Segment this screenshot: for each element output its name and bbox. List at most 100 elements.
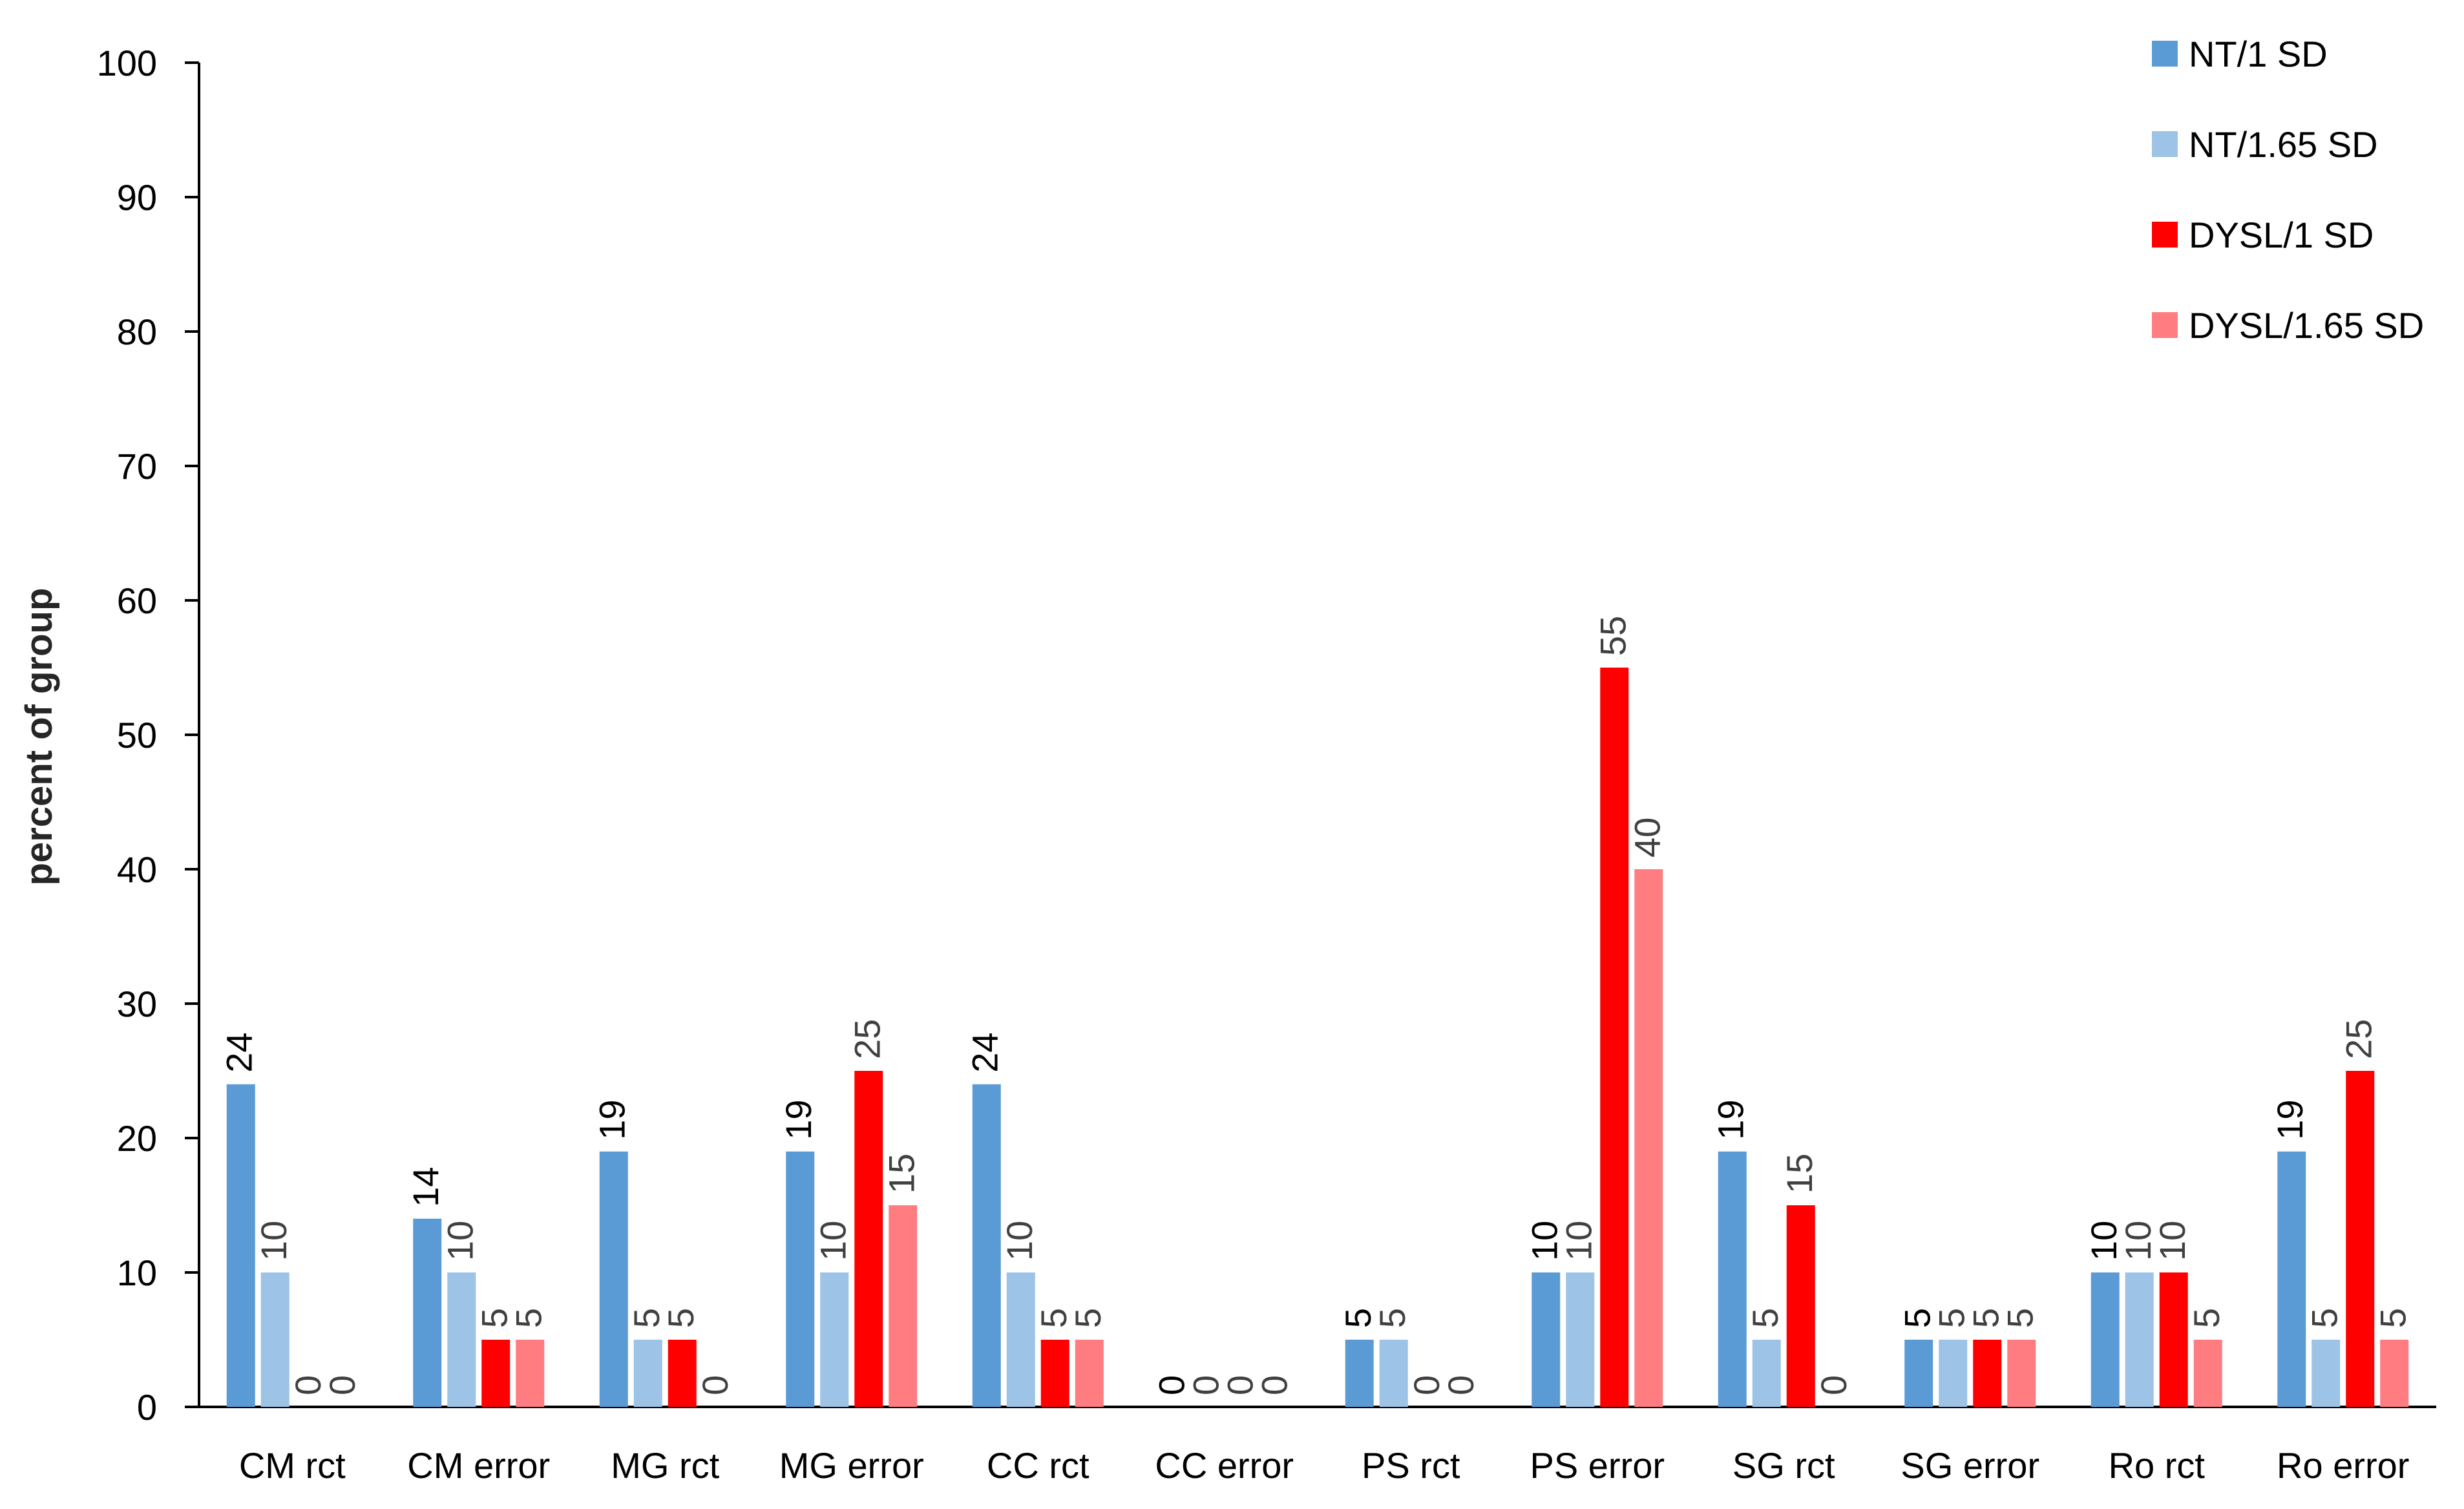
- x-tick-label: Ro error: [2277, 1445, 2409, 1486]
- x-tick-label: CC error: [1155, 1445, 1294, 1486]
- data-label: 10: [2083, 1221, 2124, 1261]
- x-tick-label: MG error: [779, 1445, 924, 1486]
- data-labels: 2410001410551955019102515241055000055001…: [219, 616, 2414, 1395]
- y-tick-label: 10: [117, 1252, 157, 1293]
- bar: [1718, 1151, 1747, 1407]
- bar: [1973, 1340, 2002, 1407]
- bar: [1006, 1272, 1035, 1407]
- legend: NT/1 SD NT/1.65 SD DYSL/1 SD DYSL/1.65 SD: [2152, 34, 2424, 346]
- data-label: 15: [1779, 1154, 1820, 1194]
- bar: [668, 1340, 697, 1407]
- bar: [1786, 1205, 1815, 1407]
- data-label: 40: [1627, 818, 1667, 858]
- y-tick-label: 60: [117, 580, 157, 621]
- bar: [1532, 1272, 1561, 1407]
- data-label: 15: [881, 1154, 921, 1194]
- legend-label: DYSL/1 SD: [2189, 215, 2374, 255]
- y-tick-label: 0: [137, 1387, 157, 1428]
- x-tick-label: Ro rct: [2109, 1445, 2206, 1486]
- x-tick-label: SG error: [1901, 1445, 2039, 1486]
- y-tick-label: 70: [117, 446, 157, 487]
- y-tick-label: 100: [97, 43, 157, 83]
- bar: [2311, 1340, 2341, 1407]
- data-label: 5: [2186, 1308, 2227, 1328]
- data-label: 5: [626, 1308, 667, 1328]
- x-tick-label: PS rct: [1362, 1445, 1460, 1486]
- bar: [786, 1151, 815, 1407]
- bar: [481, 1340, 511, 1407]
- bar: [2193, 1340, 2222, 1407]
- data-label: 25: [2338, 1019, 2379, 1059]
- x-tick-label: PS error: [1530, 1445, 1665, 1486]
- data-label: 0: [1813, 1375, 1854, 1395]
- bar: [1566, 1272, 1595, 1407]
- y-tick-label: 20: [117, 1118, 157, 1159]
- y-tick-label: 50: [117, 715, 157, 755]
- bar: [226, 1084, 255, 1407]
- bar: [1939, 1340, 1968, 1407]
- data-label: 5: [508, 1308, 549, 1328]
- bar: [1040, 1340, 1069, 1407]
- legend-label: DYSL/1.65 SD: [2189, 305, 2424, 346]
- bar: [2125, 1272, 2154, 1407]
- data-label: 0: [1151, 1375, 1192, 1395]
- data-label: 19: [778, 1100, 819, 1140]
- data-label: 5: [1931, 1308, 1972, 1328]
- data-label: 0: [322, 1375, 363, 1395]
- data-label: 0: [288, 1375, 328, 1395]
- data-label: 5: [660, 1308, 701, 1328]
- data-label: 10: [439, 1221, 480, 1261]
- y-axis-title: percent of group: [18, 588, 60, 886]
- legend-swatch: [2152, 131, 2178, 157]
- data-label: 0: [695, 1375, 735, 1395]
- data-label: 5: [1965, 1308, 2006, 1328]
- data-label: 0: [1254, 1375, 1294, 1395]
- x-tick-label: SG rct: [1732, 1445, 1835, 1486]
- data-label: 19: [592, 1100, 633, 1140]
- data-label: 55: [1592, 616, 1633, 656]
- y-tick-label: 30: [117, 984, 157, 1024]
- bar: [599, 1151, 628, 1407]
- x-tick-label: CC rct: [987, 1445, 1090, 1486]
- data-label: 0: [1219, 1375, 1260, 1395]
- data-label: 0: [1440, 1375, 1481, 1395]
- data-label: 5: [1897, 1308, 1937, 1328]
- bar: [1379, 1340, 1408, 1407]
- bar: [1600, 668, 1629, 1407]
- bar: [2277, 1151, 2306, 1407]
- bar: [1075, 1340, 1104, 1407]
- data-label: 10: [999, 1221, 1040, 1261]
- bar: [447, 1272, 476, 1407]
- data-label: 5: [2304, 1308, 2344, 1328]
- data-label: 5: [1999, 1308, 2040, 1328]
- data-label: 5: [1068, 1308, 1108, 1328]
- data-label: 19: [2269, 1100, 2310, 1140]
- data-label: 5: [1745, 1308, 1785, 1328]
- legend-swatch: [2152, 222, 2178, 248]
- bar: [1904, 1340, 1933, 1407]
- bar: [820, 1272, 849, 1407]
- y-tick-label: 40: [117, 849, 157, 890]
- data-label: 24: [219, 1033, 260, 1073]
- data-label: 5: [1372, 1308, 1413, 1328]
- legend-swatch: [2152, 41, 2178, 67]
- data-label: 19: [1711, 1100, 1751, 1140]
- bar: [2090, 1272, 2120, 1407]
- bar: [1752, 1340, 1781, 1407]
- x-tick-label: CM rct: [239, 1445, 346, 1486]
- bar: [2159, 1272, 2188, 1407]
- bar: [1634, 869, 1663, 1407]
- data-label: 10: [812, 1221, 853, 1261]
- data-label: 10: [253, 1221, 294, 1261]
- bar: [972, 1084, 1001, 1407]
- bar: [889, 1205, 918, 1407]
- legend-label: NT/1 SD: [2189, 34, 2328, 74]
- data-label: 10: [1558, 1221, 1599, 1261]
- bar: [413, 1218, 442, 1407]
- bar: [516, 1340, 545, 1407]
- bar: [260, 1272, 290, 1407]
- bars: [226, 668, 2409, 1407]
- data-label: 5: [1338, 1308, 1378, 1328]
